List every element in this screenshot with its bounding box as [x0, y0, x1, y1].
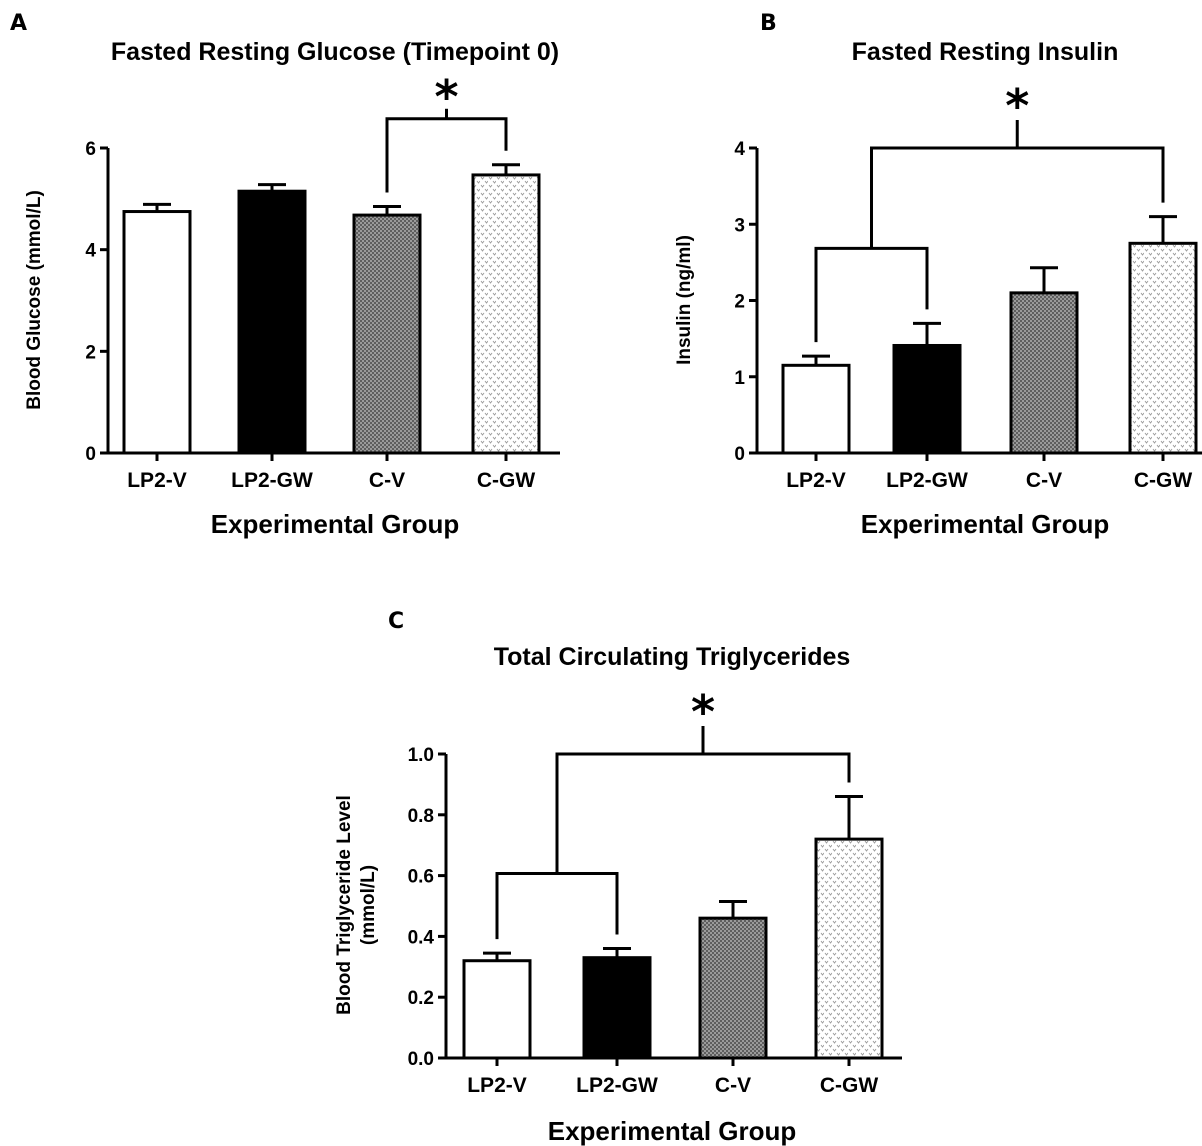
y-tick-label: 3	[734, 215, 745, 236]
y-tick-label: 4	[734, 139, 745, 160]
bar	[814, 837, 884, 1060]
x-tick-label: LP2-V	[467, 1074, 527, 1097]
y-tick-label: 2	[85, 342, 96, 363]
y-axis-title: Blood Glucose (mmol/L)	[24, 190, 45, 410]
significance-star: *	[1005, 79, 1029, 133]
y-tick-label: 0	[734, 444, 745, 465]
y-axis-title: Insulin (ng/ml)	[674, 235, 695, 365]
panel-a-chart: A Fasted Resting Glucose (Timepoint 0) 0 2 4…	[10, 11, 560, 539]
chart-title: Fasted Resting Insulin	[852, 38, 1119, 66]
bar	[892, 343, 962, 455]
y-tick-label: 1	[734, 368, 745, 389]
significance-star: *	[434, 70, 458, 124]
bar	[582, 956, 652, 1060]
bar	[237, 189, 307, 455]
panel-letter: C	[388, 609, 404, 634]
y-tick-label: 1.0	[408, 745, 434, 766]
y-tick-label: 0.4	[408, 927, 435, 948]
y-tick-label: 4	[85, 241, 96, 262]
bar	[352, 213, 422, 455]
y-axis-title-line: Blood Triglyceride Level	[334, 795, 355, 1015]
significance-bracket	[870, 146, 1165, 249]
x-axis-title: Experimental Group	[211, 509, 460, 539]
bar	[122, 210, 192, 455]
x-tick-label: LP2-GW	[231, 469, 313, 492]
x-tick-label: LP2-V	[127, 469, 187, 492]
x-tick-label: C-GW	[477, 469, 535, 492]
x-axis-title: Experimental Group	[861, 509, 1110, 539]
significance-inner-bracket	[495, 872, 619, 940]
significance-inner-bracket	[814, 246, 929, 343]
x-tick-label: LP2-GW	[886, 469, 968, 492]
y-tick-label: 0.2	[408, 988, 434, 1009]
bar	[698, 916, 768, 1060]
x-tick-label: C-V	[1026, 469, 1062, 492]
x-tick-label: LP2-GW	[576, 1074, 658, 1097]
bar	[471, 173, 541, 455]
chart-title: Fasted Resting Glucose (Timepoint 0)	[111, 38, 559, 66]
x-tick-label: C-V	[369, 469, 405, 492]
y-tick-label: 0.8	[408, 806, 434, 827]
panel-b-chart: B Fasted Resting Insulin 0 1 2 3 4 Insulin (ng/…	[674, 11, 1202, 539]
x-tick-label: C-V	[715, 1074, 751, 1097]
chart-title: Total Circulating Triglycerides	[494, 643, 851, 671]
bar	[1009, 291, 1079, 455]
y-tick-label: 0.0	[408, 1049, 434, 1070]
significance-bracket	[555, 752, 851, 874]
panel-letter: B	[760, 11, 777, 36]
y-tick-label: 6	[85, 139, 96, 160]
y-tick-label: 0.6	[408, 867, 434, 888]
x-tick-label: LP2-V	[786, 469, 846, 492]
significance-star: *	[691, 685, 715, 739]
bar	[462, 959, 532, 1060]
bar	[1128, 241, 1198, 455]
panel-letter: A	[10, 11, 27, 36]
x-axis-title: Experimental Group	[548, 1116, 797, 1146]
x-tick-label: C-GW	[1134, 469, 1192, 492]
y-axis-title-line: (mmol/L)	[358, 865, 379, 945]
panel-c-chart: C Total Circulating Triglycerides 0.0 0.2 0.…	[334, 609, 902, 1146]
y-tick-label: 2	[734, 292, 745, 313]
x-tick-label: C-GW	[820, 1074, 878, 1097]
y-tick-label: 0	[85, 444, 96, 465]
bar	[781, 363, 851, 455]
